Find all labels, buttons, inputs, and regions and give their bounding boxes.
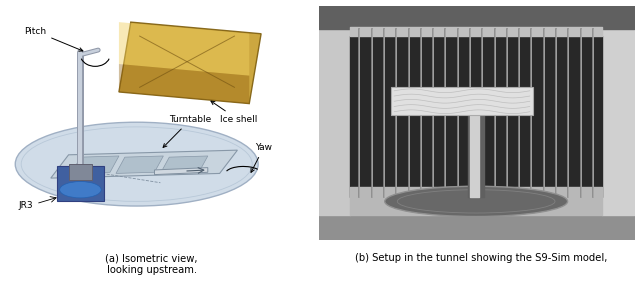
Polygon shape	[71, 156, 119, 173]
FancyBboxPatch shape	[69, 164, 92, 180]
Text: Pitch: Pitch	[24, 27, 83, 51]
Polygon shape	[161, 156, 208, 173]
Polygon shape	[155, 168, 208, 175]
Text: Turntable: Turntable	[163, 115, 211, 148]
Ellipse shape	[15, 122, 258, 206]
Text: (a) Isometric view,
looking upstream.: (a) Isometric view, looking upstream.	[105, 253, 198, 275]
Polygon shape	[51, 150, 238, 178]
Polygon shape	[119, 64, 249, 104]
Polygon shape	[119, 22, 261, 104]
Ellipse shape	[385, 186, 568, 217]
Text: (b) Setup in the tunnel showing the S9-Sim model,: (b) Setup in the tunnel showing the S9-S…	[355, 253, 607, 263]
Text: Ice shell: Ice shell	[211, 101, 257, 124]
Polygon shape	[391, 87, 533, 115]
Polygon shape	[119, 22, 249, 76]
Polygon shape	[116, 156, 163, 173]
Text: JR3: JR3	[18, 201, 33, 210]
Text: Yaw: Yaw	[251, 143, 272, 172]
FancyBboxPatch shape	[57, 166, 104, 201]
Ellipse shape	[60, 182, 101, 198]
